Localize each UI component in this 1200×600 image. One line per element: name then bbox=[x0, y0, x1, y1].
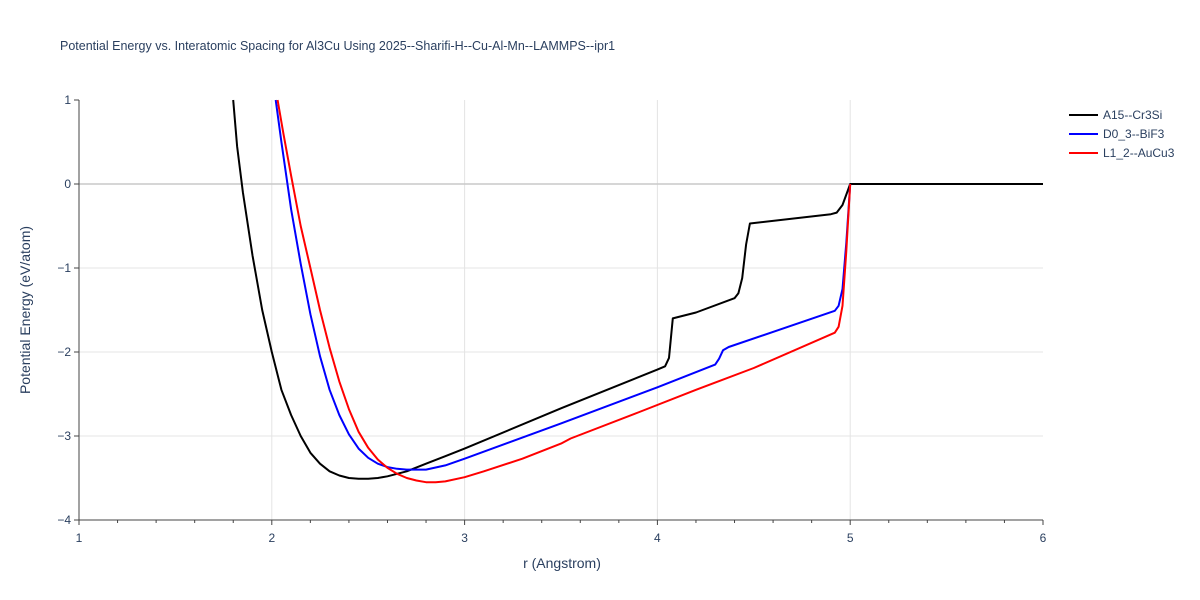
y-tick-label: −4 bbox=[57, 513, 71, 527]
y-tick-label: 0 bbox=[64, 177, 71, 191]
x-tick-label: 6 bbox=[1040, 531, 1047, 545]
axes bbox=[74, 99, 1044, 525]
series-line-0 bbox=[232, 99, 1043, 480]
legend-label: A15--Cr3Si bbox=[1103, 108, 1162, 122]
chart-title: Potential Energy vs. Interatomic Spacing… bbox=[60, 39, 615, 53]
y-tick-label: −2 bbox=[57, 345, 71, 359]
series-line-1 bbox=[274, 99, 852, 471]
y-axis-label: Potential Energy (eV/atom) bbox=[17, 226, 33, 394]
series-lines bbox=[232, 99, 1043, 484]
y-tick-label: −1 bbox=[57, 261, 71, 275]
x-tick-label: 1 bbox=[76, 531, 83, 545]
x-axis-label: r (Angstrom) bbox=[523, 555, 601, 571]
x-tick-label: 4 bbox=[654, 531, 661, 545]
x-tick-labels: 1 2 3 4 5 6 bbox=[76, 531, 1047, 545]
y-tick-label: −3 bbox=[57, 429, 71, 443]
x-tick-label: 5 bbox=[847, 531, 854, 545]
x-tick-label: 2 bbox=[268, 531, 275, 545]
legend[interactable]: A15--Cr3Si D0_3--BiF3 L1_2--AuCu3 bbox=[1069, 108, 1175, 160]
legend-item[interactable]: D0_3--BiF3 bbox=[1069, 127, 1165, 141]
y-tick-label: 1 bbox=[64, 93, 71, 107]
x-tick-label: 3 bbox=[461, 531, 468, 545]
y-tick-labels: 1 0 −1 −2 −3 −4 bbox=[57, 93, 71, 527]
legend-item[interactable]: A15--Cr3Si bbox=[1069, 108, 1162, 122]
legend-item[interactable]: L1_2--AuCu3 bbox=[1069, 146, 1175, 160]
legend-label: D0_3--BiF3 bbox=[1103, 127, 1165, 141]
series-line-2 bbox=[276, 99, 852, 484]
legend-label: L1_2--AuCu3 bbox=[1103, 146, 1175, 160]
